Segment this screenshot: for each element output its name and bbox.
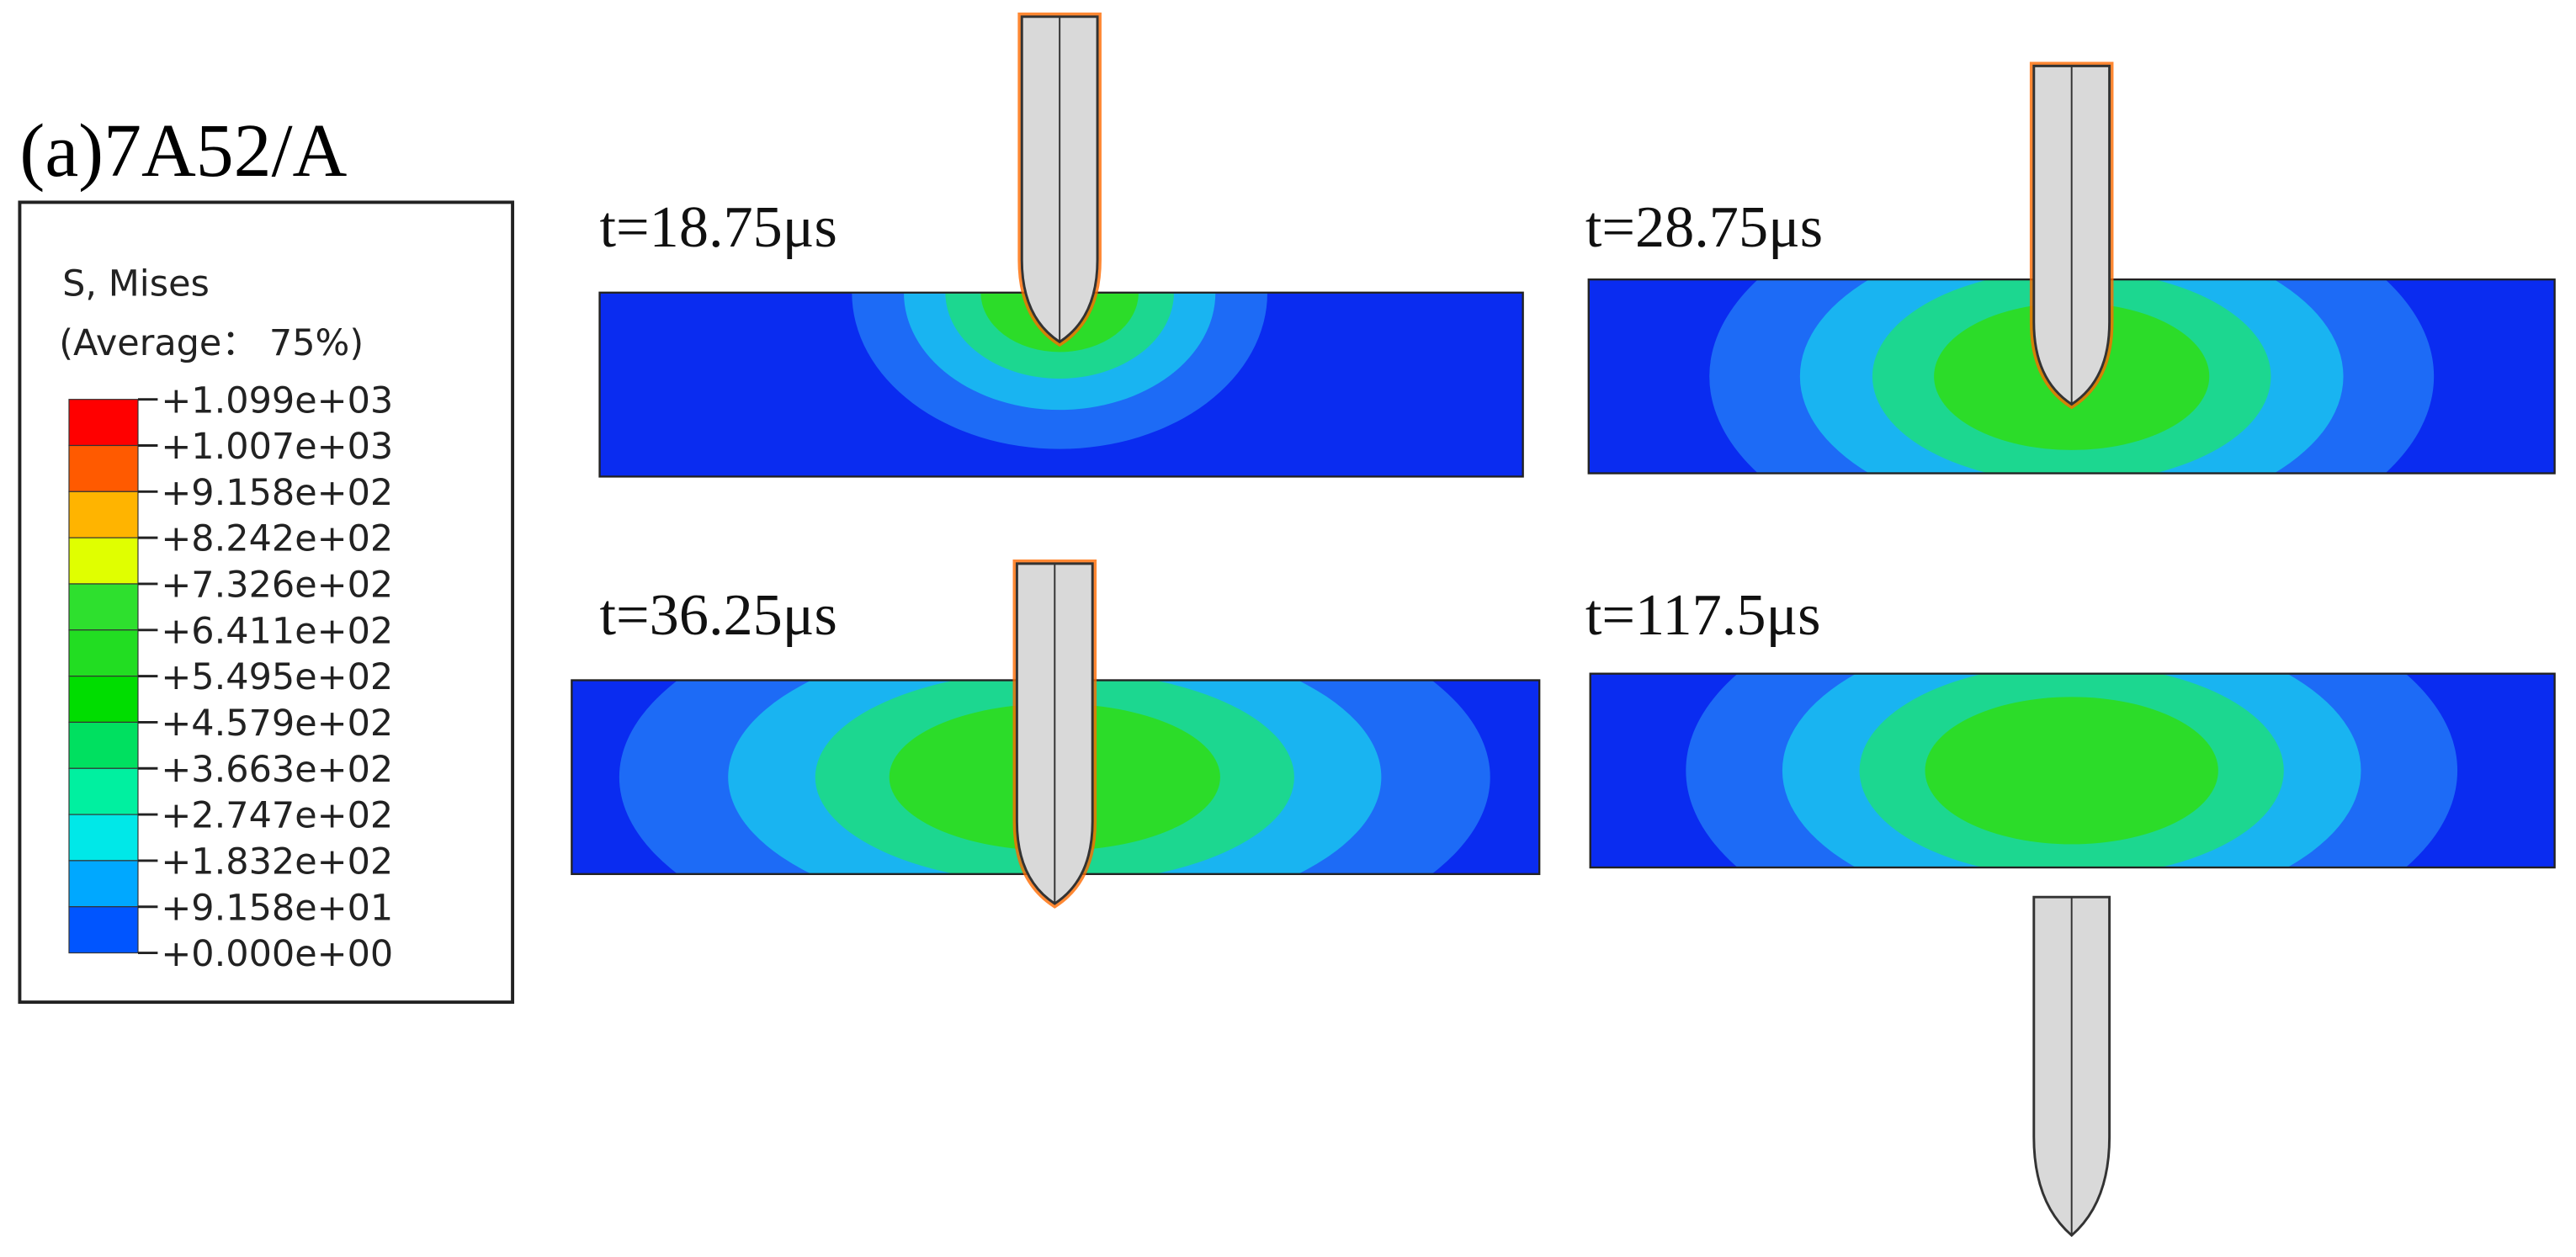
time-label: t=18.75μs <box>600 194 837 260</box>
legend-label: +9.158e+01 <box>161 887 393 929</box>
legend-title: S, Mises <box>62 263 210 305</box>
panel: t=28.75μs <box>1585 61 2556 475</box>
legend-band <box>68 583 139 631</box>
legend-band <box>68 767 139 815</box>
plate <box>1590 673 2555 868</box>
legend-label: +6.411e+02 <box>161 610 393 652</box>
panel: t=18.75μs <box>598 12 1524 478</box>
stress-zone <box>1925 697 2218 845</box>
legend-band <box>68 676 139 724</box>
legend-band <box>68 814 139 862</box>
legend-band <box>68 860 139 908</box>
legend-label: +1.832e+02 <box>161 841 393 883</box>
legend-band <box>68 399 139 447</box>
panels: t=18.75μs t=28.75μs t=36.25μs t=117.5μs <box>571 12 2556 1238</box>
time-label: t=36.25μs <box>600 582 837 648</box>
figure-title: (a)7A52/A <box>19 109 347 193</box>
legend-band <box>68 629 139 677</box>
legend-label: +1.099e+03 <box>161 379 393 422</box>
legend-label: +2.747e+02 <box>161 795 393 837</box>
legend-band <box>68 537 139 585</box>
legend-label: +7.326e+02 <box>161 565 393 607</box>
legend-label: +8.242e+02 <box>161 518 393 560</box>
plate-outline <box>1589 672 2556 869</box>
legend-band <box>68 906 139 954</box>
legend-label: +5.495e+02 <box>161 656 393 698</box>
legend-label: +3.663e+02 <box>161 749 393 791</box>
plate <box>1588 279 2555 474</box>
legend-band <box>68 721 139 769</box>
time-label: t=117.5μs <box>1585 582 1821 648</box>
panel: t=117.5μs <box>1585 582 2556 1238</box>
legend-label: +1.007e+03 <box>161 426 393 468</box>
legend-band <box>68 491 139 538</box>
legend-scale: +1.099e+03+1.007e+03+9.158e+02+8.242e+02… <box>68 379 393 975</box>
legend-label: +9.158e+02 <box>161 472 393 514</box>
legend-subtitle: (Average： 75%) <box>59 322 364 364</box>
legend-label: +4.579e+02 <box>161 703 393 745</box>
legend-label: +0.000e+00 <box>161 933 393 975</box>
panel: t=36.25μs <box>571 560 1541 909</box>
time-label: t=28.75μs <box>1585 194 1823 260</box>
legend-band <box>68 444 139 492</box>
